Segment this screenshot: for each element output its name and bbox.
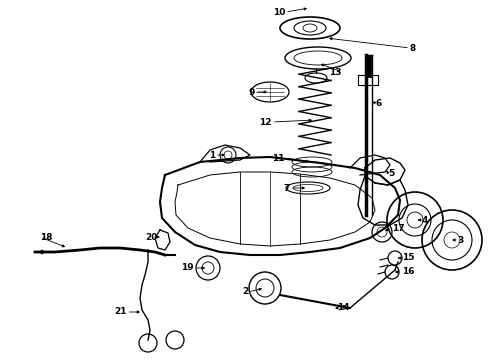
Text: 10: 10 (272, 8, 285, 17)
Text: 12: 12 (260, 117, 272, 126)
Text: 14: 14 (337, 303, 350, 312)
Text: 13: 13 (329, 68, 342, 77)
Text: 15: 15 (402, 253, 415, 262)
Text: 11: 11 (272, 153, 285, 162)
Text: 18: 18 (40, 233, 52, 242)
Text: 8: 8 (410, 44, 416, 53)
Text: 1: 1 (209, 150, 215, 159)
Text: 19: 19 (181, 264, 194, 273)
Text: 4: 4 (422, 216, 428, 225)
Text: 17: 17 (392, 224, 405, 233)
Text: 5: 5 (388, 168, 394, 177)
Text: 9: 9 (248, 87, 255, 96)
Text: 6: 6 (375, 99, 381, 108)
Text: 21: 21 (115, 307, 127, 316)
Text: 3: 3 (457, 235, 463, 244)
Text: 7: 7 (284, 184, 290, 193)
Text: 2: 2 (242, 288, 248, 297)
Text: 16: 16 (402, 267, 415, 276)
Text: 20: 20 (146, 233, 158, 242)
